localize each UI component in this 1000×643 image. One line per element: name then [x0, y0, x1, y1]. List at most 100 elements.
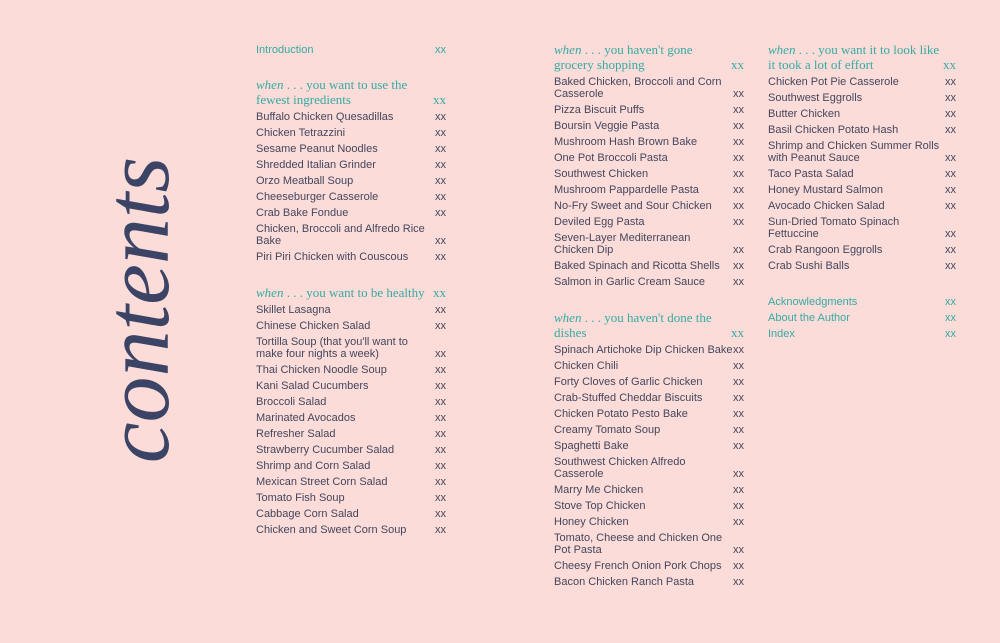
entry-page-number: xx — [945, 152, 956, 164]
entry-title: Shrimp and Chicken Summer Rolls with Pea… — [768, 140, 940, 164]
section-heading-when: when — [256, 77, 284, 92]
entry-page-number: xx — [945, 228, 956, 240]
entry-page-number: xx — [733, 500, 744, 512]
toc-entry[interactable]: Introduction xx — [256, 42, 446, 58]
entry-title: Chicken Tetrazzini — [256, 127, 346, 139]
toc-entry[interactable]: Southwest Eggrolls xx — [768, 90, 956, 106]
toc-entry[interactable]: Boursin Veggie Pasta xx — [554, 118, 744, 134]
toc-entry[interactable]: Thai Chicken Noodle Soup xx — [256, 362, 446, 378]
toc-entry[interactable]: Tomato, Cheese and Chicken One Pot Pasta… — [554, 530, 744, 558]
toc-entry[interactable]: Spaghetti Bake xx — [554, 438, 744, 454]
entry-title: Marinated Avocados — [256, 412, 356, 424]
toc-entry[interactable]: Chicken Chili xx — [554, 358, 744, 374]
toc-entry[interactable]: Shrimp and Corn Salad xx — [256, 458, 446, 474]
toc-entry[interactable]: Refresher Salad xx — [256, 426, 446, 442]
page-title: contents — [86, 156, 188, 464]
toc-entry[interactable]: Baked Chicken, Broccoli and Corn Cassero… — [554, 74, 744, 102]
entry-title: Index — [768, 328, 795, 340]
entry-title: Pizza Biscuit Puffs — [554, 104, 645, 116]
entry-title: Piri Piri Chicken with Couscous — [256, 251, 409, 263]
toc-entry[interactable]: Skillet Lasagna xx — [256, 302, 446, 318]
toc-entry[interactable]: Taco Pasta Salad xx — [768, 166, 956, 182]
entry-title: Deviled Egg Pasta — [554, 216, 645, 228]
section-heading: when . . . you want to be healthy xx — [256, 285, 446, 300]
toc-entry[interactable]: Shrimp and Chicken Summer Rolls with Pea… — [768, 138, 956, 166]
toc-entry[interactable]: Tomato Fish Soup xx — [256, 490, 446, 506]
entry-page-number: xx — [733, 120, 744, 132]
toc-entry[interactable]: Avocado Chicken Salad xx — [768, 198, 956, 214]
toc-entry[interactable]: Bacon Chicken Ranch Pasta xx — [554, 574, 744, 590]
toc-entry[interactable]: Baked Spinach and Ricotta Shells xx — [554, 258, 744, 274]
entry-title: Chicken Potato Pesto Bake — [554, 408, 688, 420]
entry-title: Southwest Eggrolls — [768, 92, 863, 104]
toc-entry[interactable]: Marry Me Chicken xx — [554, 482, 744, 498]
toc-entry[interactable]: Orzo Meatball Soup xx — [256, 173, 446, 189]
toc-entry[interactable]: Pizza Biscuit Puffs xx — [554, 102, 744, 118]
section-heading-when: when — [256, 285, 284, 300]
entry-title: Southwest Chicken — [554, 168, 649, 180]
toc-entry[interactable]: Buffalo Chicken Quesadillas xx — [256, 109, 446, 125]
toc-entry[interactable]: Mushroom Hash Brown Bake xx — [554, 134, 744, 150]
toc-entry[interactable]: Chicken, Broccoli and Alfredo Rice Bake x… — [256, 221, 446, 249]
toc-entry[interactable]: Chicken Pot Pie Casserole xx — [768, 74, 956, 90]
entry-title: Sesame Peanut Noodles — [256, 143, 378, 155]
entry-page-number: xx — [945, 244, 956, 256]
toc-entry[interactable]: Sesame Peanut Noodles xx — [256, 141, 446, 157]
section-heading-text: when . . . you haven't gone grocery shop… — [554, 42, 729, 72]
toc-entry[interactable]: Mexican Street Corn Salad xx — [256, 474, 446, 490]
entry-page-number: xx — [435, 191, 446, 203]
toc-entry[interactable]: Spinach Artichoke Dip Chicken Bake xx — [554, 342, 744, 358]
toc-entry[interactable]: Chicken Potato Pesto Bake xx — [554, 406, 744, 422]
toc-entry[interactable]: Piri Piri Chicken with Couscous xx — [256, 249, 446, 265]
section-heading: when . . . you want to use the fewest in… — [256, 77, 446, 107]
toc-entry[interactable]: Mushroom Pappardelle Pasta xx — [554, 182, 744, 198]
toc-entry[interactable]: Salmon in Garlic Cream Sauce xx — [554, 274, 744, 290]
toc-entry[interactable]: Crab Rangoon Eggrolls xx — [768, 242, 956, 258]
toc-entry[interactable]: Seven-Layer Mediterranean Chicken Dip xx — [554, 230, 744, 258]
entry-page-number: xx — [435, 304, 446, 316]
toc-entry[interactable]: Chicken and Sweet Corn Soup xx — [256, 522, 446, 538]
section-page-number: xx — [731, 325, 744, 340]
toc-entry[interactable]: Southwest Chicken xx — [554, 166, 744, 182]
entry-title: Mexican Street Corn Salad — [256, 476, 388, 488]
toc-entry[interactable]: One Pot Broccoli Pasta xx — [554, 150, 744, 166]
toc-entry[interactable]: Cheesy French Onion Pork Chops xx — [554, 558, 744, 574]
toc-entry[interactable]: Southwest Chicken Alfredo Casserole xx — [554, 454, 744, 482]
toc-entry[interactable]: Tortilla Soup (that you'll want to make … — [256, 334, 446, 362]
toc-entry[interactable]: Butter Chicken xx — [768, 106, 956, 122]
toc-entry[interactable]: Honey Mustard Salmon xx — [768, 182, 956, 198]
toc-entry[interactable]: Cheeseburger Casserole xx — [256, 189, 446, 205]
section-heading-rest: . . . you want it to look like it took a… — [768, 42, 940, 72]
toc-entry[interactable]: Basil Chicken Potato Hash xx — [768, 122, 956, 138]
entry-page-number: xx — [435, 127, 446, 139]
toc-entry[interactable]: Cabbage Corn Salad xx — [256, 506, 446, 522]
toc-entry[interactable]: Chicken Tetrazzini xx — [256, 125, 446, 141]
entry-title: Boursin Veggie Pasta — [554, 120, 660, 132]
toc-entry[interactable]: Marinated Avocados xx — [256, 410, 446, 426]
entry-page-number: xx — [733, 244, 744, 256]
entry-page-number: xx — [435, 364, 446, 376]
toc-entry[interactable]: Chinese Chicken Salad xx — [256, 318, 446, 334]
toc-entry[interactable]: Index xx — [768, 326, 956, 342]
toc-entry[interactable]: Honey Chicken xx — [554, 514, 744, 530]
entry-page-number: xx — [945, 124, 956, 136]
toc-entry[interactable]: Crab Bake Fondue xx — [256, 205, 446, 221]
entry-page-number: xx — [733, 440, 744, 452]
toc-entry[interactable]: Strawberry Cucumber Salad xx — [256, 442, 446, 458]
toc-entry[interactable]: No-Fry Sweet and Sour Chicken xx — [554, 198, 744, 214]
toc-entry[interactable]: About the Author xx — [768, 310, 956, 326]
toc-entry[interactable]: Acknowledgments xx — [768, 294, 956, 310]
toc-entry[interactable]: Crab Sushi Balls xx — [768, 258, 956, 274]
entry-title: Refresher Salad — [256, 428, 336, 440]
toc-entry[interactable]: Kani Salad Cucumbers xx — [256, 378, 446, 394]
toc-entry[interactable]: Forty Cloves of Garlic Chicken xx — [554, 374, 744, 390]
toc-entry[interactable]: Deviled Egg Pasta xx — [554, 214, 744, 230]
toc-entry[interactable]: Creamy Tomato Soup xx — [554, 422, 744, 438]
toc-entry[interactable]: Stove Top Chicken xx — [554, 498, 744, 514]
entry-page-number: xx — [435, 380, 446, 392]
front-matter: Introduction xx — [256, 42, 446, 58]
toc-entry[interactable]: Crab-Stuffed Cheddar Biscuits xx — [554, 390, 744, 406]
toc-entry[interactable]: Shredded Italian Grinder xx — [256, 157, 446, 173]
toc-entry[interactable]: Sun-Dried Tomato Spinach Fettuccine xx — [768, 214, 956, 242]
toc-entry[interactable]: Broccoli Salad xx — [256, 394, 446, 410]
